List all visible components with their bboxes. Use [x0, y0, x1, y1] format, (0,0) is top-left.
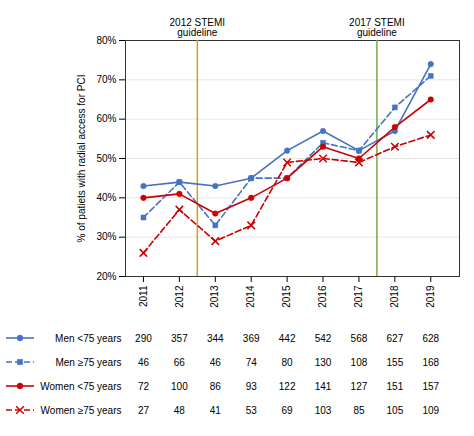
svg-text:46: 46	[138, 357, 150, 368]
svg-text:2013: 2013	[209, 285, 220, 308]
svg-text:2014: 2014	[245, 285, 256, 308]
svg-text:70%: 70%	[96, 74, 116, 85]
svg-text:30%: 30%	[96, 231, 116, 242]
svg-text:2011: 2011	[138, 285, 149, 307]
svg-text:542: 542	[315, 333, 332, 344]
svg-text:130: 130	[315, 357, 332, 368]
svg-text:93: 93	[246, 381, 258, 392]
svg-text:40%: 40%	[96, 192, 116, 203]
svg-text:122: 122	[279, 381, 296, 392]
svg-text:127: 127	[351, 381, 368, 392]
svg-text:85: 85	[353, 405, 365, 416]
svg-text:% of patiets with radial acces: % of patiets with radial access for PCI	[76, 75, 87, 243]
svg-text:41: 41	[210, 405, 222, 416]
svg-text:628: 628	[422, 333, 439, 344]
svg-text:151: 151	[387, 381, 404, 392]
svg-text:369: 369	[243, 333, 260, 344]
svg-text:344: 344	[207, 333, 224, 344]
svg-text:2016: 2016	[317, 285, 328, 308]
svg-text:168: 168	[422, 357, 439, 368]
svg-text:Women <75 years: Women <75 years	[40, 381, 121, 392]
svg-text:80: 80	[282, 357, 294, 368]
svg-text:72: 72	[138, 381, 150, 392]
svg-text:Men ≥75 years: Men ≥75 years	[55, 357, 121, 368]
svg-text:108: 108	[351, 357, 368, 368]
svg-text:66: 66	[174, 357, 186, 368]
svg-text:46: 46	[210, 357, 222, 368]
svg-text:20%: 20%	[96, 271, 116, 282]
svg-text:2019: 2019	[425, 285, 436, 308]
svg-text:Women ≥75 years: Women ≥75 years	[41, 405, 122, 416]
svg-text:2017: 2017	[353, 285, 364, 308]
svg-text:2018: 2018	[389, 285, 400, 308]
svg-text:2015: 2015	[281, 285, 292, 308]
svg-text:627: 627	[387, 333, 404, 344]
svg-text:109: 109	[422, 405, 439, 416]
svg-text:357: 357	[171, 333, 188, 344]
svg-text:50%: 50%	[96, 153, 116, 164]
svg-text:60%: 60%	[96, 113, 116, 124]
svg-text:103: 103	[315, 405, 332, 416]
svg-text:100: 100	[171, 381, 188, 392]
svg-text:2017 STEMIguideline: 2017 STEMIguideline	[349, 17, 405, 38]
svg-text:290: 290	[135, 333, 152, 344]
svg-text:48: 48	[174, 405, 186, 416]
svg-text:157: 157	[422, 381, 439, 392]
svg-text:442: 442	[279, 333, 296, 344]
svg-text:155: 155	[387, 357, 404, 368]
svg-text:74: 74	[246, 357, 258, 368]
svg-text:53: 53	[246, 405, 258, 416]
svg-text:69: 69	[282, 405, 294, 416]
svg-text:27: 27	[138, 405, 150, 416]
svg-text:2012: 2012	[174, 285, 185, 308]
svg-text:86: 86	[210, 381, 222, 392]
svg-text:141: 141	[315, 381, 332, 392]
svg-text:2012 STEMIguideline: 2012 STEMIguideline	[170, 17, 226, 38]
svg-text:Men <75 years: Men <75 years	[55, 333, 121, 344]
svg-text:80%: 80%	[96, 35, 116, 46]
svg-text:105: 105	[387, 405, 404, 416]
svg-text:568: 568	[351, 333, 368, 344]
